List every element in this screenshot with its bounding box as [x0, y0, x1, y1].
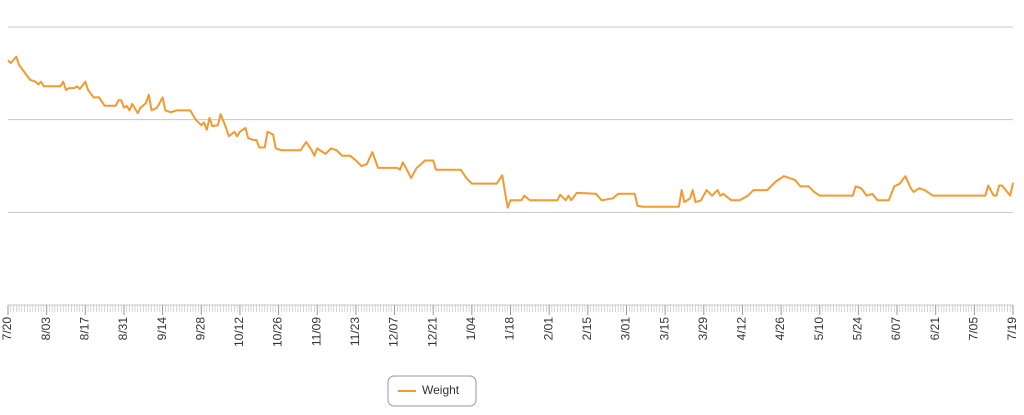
x-tick-label: 3/15	[657, 317, 671, 341]
x-tick-label: 10/26	[271, 317, 285, 347]
x-tick-label: 4/26	[773, 317, 787, 341]
x-tick-label: 5/24	[851, 317, 865, 341]
x-tick-label: 1/18	[503, 317, 517, 341]
x-tick-label: 11/09	[309, 317, 323, 346]
x-tick-label: 4/12	[735, 317, 749, 341]
x-tick-label: 2/01	[541, 317, 555, 341]
x-tick-label: 7/05	[967, 317, 981, 341]
x-tick-label: 8/31	[116, 317, 130, 341]
x-tick-label: 5/10	[812, 317, 826, 341]
x-tick-label: 6/07	[889, 317, 903, 341]
x-tick-label: 8/03	[39, 317, 53, 341]
legend-box	[387, 375, 477, 407]
x-tick-label: 3/01	[619, 317, 633, 341]
x-tick-label: 7/19	[1005, 317, 1019, 341]
x-tick-label: 1/04	[464, 317, 478, 341]
legend-label: Weight	[422, 383, 460, 397]
series-line	[7, 55, 1014, 209]
x-tick-label: 6/21	[928, 317, 942, 341]
x-tick-label: 2/15	[580, 317, 594, 341]
x-tick-label: 9/14	[155, 317, 169, 341]
x-tick-label: 12/21	[425, 317, 439, 347]
x-tick-label: 9/28	[193, 317, 207, 341]
x-tick-label: 11/23	[348, 317, 362, 346]
x-tick-label: 8/17	[77, 317, 91, 341]
x-tick-label: 3/29	[696, 317, 710, 341]
x-tick-label: 7/20	[0, 317, 14, 341]
x-tick-label: 12/07	[387, 317, 401, 347]
legend: Weight	[387, 375, 477, 407]
x-tick-label: 10/12	[232, 317, 246, 347]
